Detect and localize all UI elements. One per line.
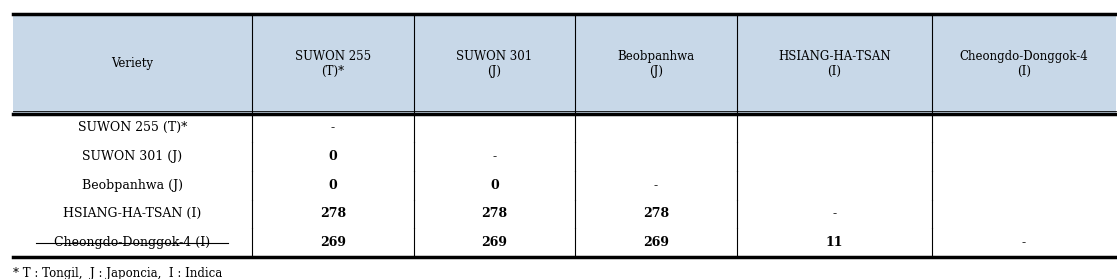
Bar — [413, 142, 575, 171]
Text: SUWON 301
(J): SUWON 301 (J) — [457, 50, 533, 78]
Bar — [737, 171, 932, 199]
Bar — [575, 171, 737, 199]
Bar — [413, 114, 575, 142]
Text: 278: 278 — [319, 207, 346, 220]
Text: HSIANG-HA-TSAN
(I): HSIANG-HA-TSAN (I) — [777, 50, 890, 78]
Bar — [737, 114, 932, 142]
Text: -: - — [653, 179, 658, 192]
Text: -: - — [331, 121, 335, 134]
Text: 0: 0 — [328, 179, 337, 192]
Bar — [252, 114, 413, 142]
Bar — [932, 114, 1116, 142]
Text: Cheongdo-Donggok-4 (I): Cheongdo-Donggok-4 (I) — [55, 236, 210, 249]
Bar — [932, 171, 1116, 199]
Text: SUWON 301 (J): SUWON 301 (J) — [83, 150, 182, 163]
Text: SUWON 255
(T)*: SUWON 255 (T)* — [295, 50, 371, 78]
Bar — [252, 171, 413, 199]
Bar — [12, 199, 252, 228]
Text: 0: 0 — [490, 179, 499, 192]
Text: 0: 0 — [328, 150, 337, 163]
Bar — [12, 228, 252, 257]
Bar — [932, 14, 1116, 114]
Text: Cheongdo-Donggok-4
(I): Cheongdo-Donggok-4 (I) — [960, 50, 1088, 78]
Text: HSIANG-HA-TSAN (I): HSIANG-HA-TSAN (I) — [64, 207, 201, 220]
Text: Beobpanhwa (J): Beobpanhwa (J) — [82, 179, 183, 192]
Text: -: - — [1022, 236, 1025, 249]
Text: -: - — [493, 150, 496, 163]
Text: * T : Tongil,  J : Japoncia,  I : Indica: * T : Tongil, J : Japoncia, I : Indica — [12, 267, 222, 279]
Text: 278: 278 — [643, 207, 669, 220]
Bar — [932, 199, 1116, 228]
Bar — [737, 228, 932, 257]
Bar — [252, 142, 413, 171]
Bar — [737, 14, 932, 114]
Bar — [252, 199, 413, 228]
Bar — [932, 228, 1116, 257]
Text: 269: 269 — [319, 236, 346, 249]
Bar — [12, 142, 252, 171]
Bar — [575, 14, 737, 114]
Bar — [252, 14, 413, 114]
Bar — [413, 199, 575, 228]
Bar — [932, 142, 1116, 171]
Text: 11: 11 — [825, 236, 843, 249]
Bar — [575, 142, 737, 171]
Bar — [575, 228, 737, 257]
Bar — [575, 199, 737, 228]
Bar — [12, 171, 252, 199]
Bar — [413, 171, 575, 199]
Text: Beobpanhwa
(J): Beobpanhwa (J) — [618, 50, 695, 78]
Text: 269: 269 — [481, 236, 507, 249]
Bar — [12, 114, 252, 142]
Text: Veriety: Veriety — [112, 57, 153, 70]
Text: 269: 269 — [643, 236, 669, 249]
Text: -: - — [832, 207, 837, 220]
Bar — [12, 14, 252, 114]
Bar — [575, 114, 737, 142]
Text: 278: 278 — [481, 207, 507, 220]
Bar — [737, 142, 932, 171]
Bar — [413, 228, 575, 257]
Text: SUWON 255 (T)*: SUWON 255 (T)* — [77, 121, 187, 134]
Bar — [737, 199, 932, 228]
Bar — [252, 228, 413, 257]
Bar — [413, 14, 575, 114]
